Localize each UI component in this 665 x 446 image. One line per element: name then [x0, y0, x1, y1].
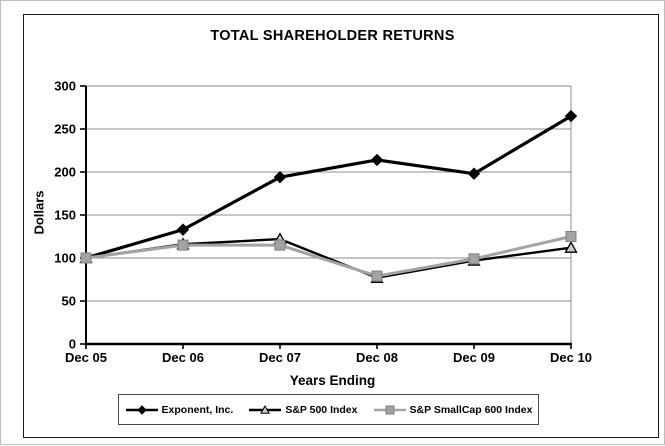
series-line — [85, 114, 572, 260]
x-axis-title: Years Ending — [289, 373, 376, 388]
x-tick-label: Dec 05 — [65, 350, 107, 365]
legend-label: Exponent, Inc. — [161, 403, 234, 416]
legend-label: S&P SmallCap 600 Index — [409, 403, 533, 416]
legend-triangle-icon — [249, 404, 282, 414]
chart-title: TOTAL SHAREHOLDER RETURNS — [210, 28, 455, 44]
series-square — [80, 231, 577, 282]
y-tick-label: 300 — [54, 79, 76, 94]
marker-square — [371, 270, 383, 282]
legend-diamond-icon — [125, 404, 158, 415]
marker-square — [565, 231, 577, 242]
marker-square — [468, 253, 480, 265]
legend-label: S&P 500 Index — [285, 403, 358, 416]
y-tick-label: 100 — [54, 251, 76, 266]
series-diamond — [79, 109, 578, 265]
chart-frame — [23, 14, 659, 438]
series-line — [85, 235, 572, 278]
legend: Exponent, Inc. S&P 500 Index S&P SmallCap … — [118, 394, 539, 425]
marker-diamond — [564, 109, 578, 123]
marker-triangle — [564, 240, 578, 253]
marker-diamond — [176, 223, 190, 236]
legend-square-icon — [373, 405, 406, 414]
marker-triangle — [260, 404, 271, 414]
x-tick-label: Dec 10 — [550, 350, 592, 365]
marker-diamond — [273, 170, 287, 184]
marker-square — [177, 239, 189, 251]
y-tick-label: 250 — [54, 122, 76, 137]
y-tick-label: 200 — [54, 165, 76, 180]
x-tick-label: Dec 08 — [356, 350, 398, 365]
marker-square — [80, 252, 92, 264]
x-tick-label: Dec 06 — [162, 350, 204, 365]
y-tick-label: 50 — [62, 294, 76, 309]
y-tick-label: 0 — [69, 337, 76, 352]
marker-square — [274, 239, 286, 251]
y-tick-label: 150 — [54, 208, 76, 223]
legend-item: Exponent, Inc. — [125, 403, 234, 416]
legend-item: S&P SmallCap 600 Index — [373, 403, 533, 416]
x-tick-label: Dec 07 — [259, 350, 301, 365]
legend-item: S&P 500 Index — [248, 403, 358, 416]
marker-diamond — [467, 167, 481, 180]
marker-diamond — [136, 404, 147, 415]
marker-diamond — [370, 153, 384, 167]
marker-square — [385, 405, 394, 414]
x-tick-label: Dec 09 — [453, 350, 495, 365]
